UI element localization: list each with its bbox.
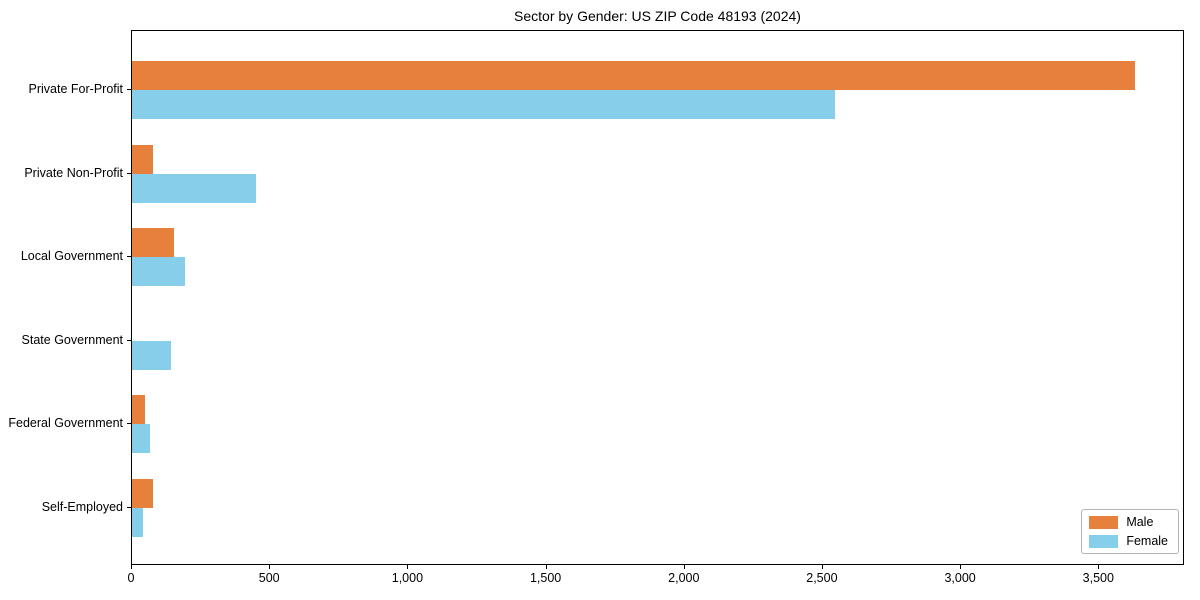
- x-axis-label-3-000: 3,000: [944, 571, 976, 585]
- x-axis-label-0: 0: [127, 571, 135, 585]
- bar-female-federal-government: [132, 424, 151, 454]
- y-tick-mark: [127, 89, 131, 90]
- x-axis-label-1-000: 1,000: [391, 571, 424, 585]
- x-axis-label-1-500: 1,500: [529, 571, 562, 585]
- chart-title: Sector by Gender: US ZIP Code 48193 (202…: [514, 8, 801, 24]
- legend: Male Female: [1081, 509, 1179, 554]
- bar-male-federal-government: [132, 395, 145, 425]
- x-axis-label-2-500: 2,500: [806, 571, 838, 585]
- bar-female-state-government: [132, 340, 171, 370]
- y-tick-mark: [127, 256, 131, 258]
- bar-female-self-employed: [132, 508, 144, 537]
- y-axis-label-local-government: Local Government: [20, 249, 123, 264]
- bar-male-local-government: [132, 228, 174, 258]
- legend-label-female: Female: [1126, 534, 1168, 548]
- y-tick-mark: [127, 507, 131, 508]
- x-tick-mark: [407, 565, 409, 569]
- y-axis-label-self-employed: Self-Employed: [41, 500, 123, 514]
- plot-area: Male Female: [131, 30, 1184, 565]
- y-axis-label-state-government: State Government: [21, 332, 123, 347]
- bar-female-private-for-profit: [132, 90, 836, 119]
- x-tick-mark: [960, 565, 962, 569]
- y-axis-label-private-non-profit: Private Non-Profit: [24, 165, 123, 180]
- legend-swatch-female: [1089, 534, 1119, 548]
- x-tick-mark: [683, 565, 685, 569]
- bar-male-private-non-profit: [132, 144, 154, 174]
- legend-swatch-male: [1089, 515, 1119, 529]
- x-tick-mark: [821, 565, 823, 569]
- legend-entry-female: Female: [1089, 534, 1168, 548]
- y-tick-mark: [127, 339, 131, 341]
- legend-entry-male: Male: [1089, 515, 1168, 529]
- bar-female-private-non-profit: [132, 173, 256, 203]
- bar-female-local-government: [132, 257, 186, 287]
- legend-label-male: Male: [1126, 515, 1154, 529]
- x-axis-label-3-500: 3,500: [1082, 571, 1114, 585]
- y-tick-mark: [127, 423, 131, 425]
- x-axis-label-500: 500: [258, 571, 280, 585]
- x-tick-mark: [131, 565, 132, 569]
- x-tick-mark: [545, 565, 547, 569]
- y-axis-label-federal-government: Federal Government: [8, 416, 123, 431]
- y-axis-label-private-for-profit: Private For-Profit: [28, 82, 123, 96]
- bar-male-self-employed: [132, 479, 153, 508]
- x-axis-label-2-000: 2,000: [668, 571, 700, 585]
- x-tick-mark: [1098, 565, 1100, 569]
- y-tick-mark: [127, 172, 131, 174]
- bar-male-private-for-profit: [132, 61, 1136, 90]
- x-tick-mark: [269, 565, 271, 569]
